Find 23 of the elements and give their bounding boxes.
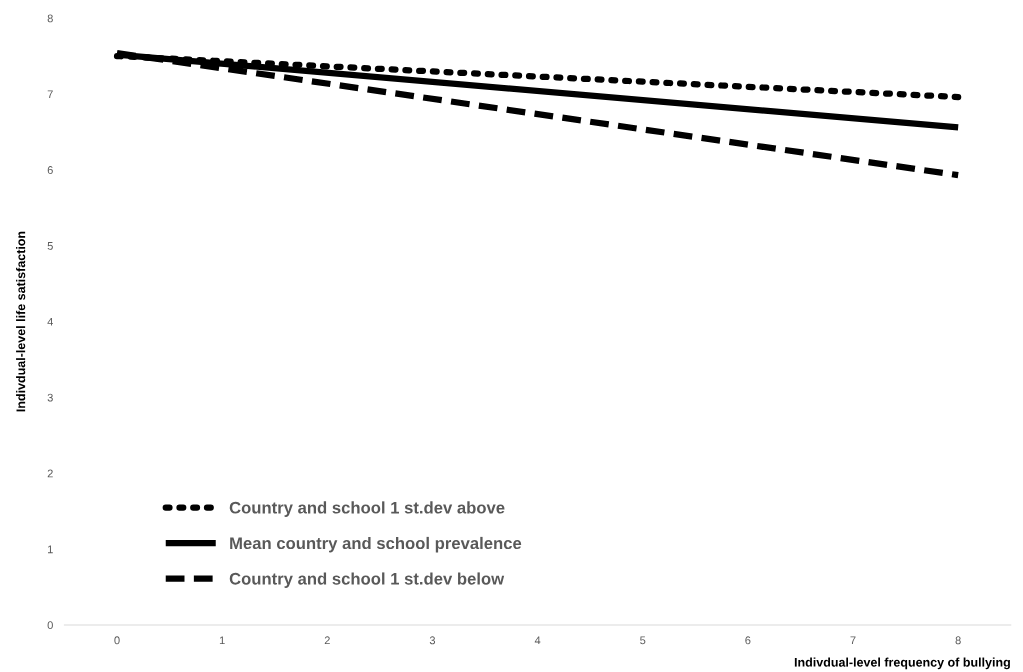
x-tick-label: 8 xyxy=(955,636,961,645)
y-tick-label: 7 xyxy=(47,90,53,99)
x-tick-label: 4 xyxy=(534,636,541,645)
x-tick-label: 0 xyxy=(114,636,120,645)
x-tick-label: 3 xyxy=(429,636,436,645)
y-tick-label: 4 xyxy=(47,317,54,326)
y-tick-label: 0 xyxy=(47,621,53,630)
legend-label: Mean country and school prevalence xyxy=(230,536,522,553)
y-tick-label: 6 xyxy=(47,166,53,174)
x-axis-title: Indivdual-level frequency of bullying xyxy=(794,657,1010,670)
y-tick-label: 3 xyxy=(47,393,53,402)
x-tick-label: 2 xyxy=(324,636,330,645)
x-tick-label: 6 xyxy=(745,636,751,645)
x-tick-label: 7 xyxy=(850,636,856,645)
x-tick-label: 5 xyxy=(640,636,646,645)
y-tick-label: 1 xyxy=(48,545,53,554)
y-tick-label: 2 xyxy=(47,469,53,478)
y-tick-label: 5 xyxy=(47,242,53,250)
y-tick-label: 8 xyxy=(47,14,53,23)
legend-label: Country and school 1 st.dev below xyxy=(229,572,505,588)
x-tick-label: 1 xyxy=(219,636,225,645)
legend-label: Country and school 1 st.dev above xyxy=(229,501,505,517)
y-axis-title: Indivdual-level life satisfaction xyxy=(16,231,26,412)
